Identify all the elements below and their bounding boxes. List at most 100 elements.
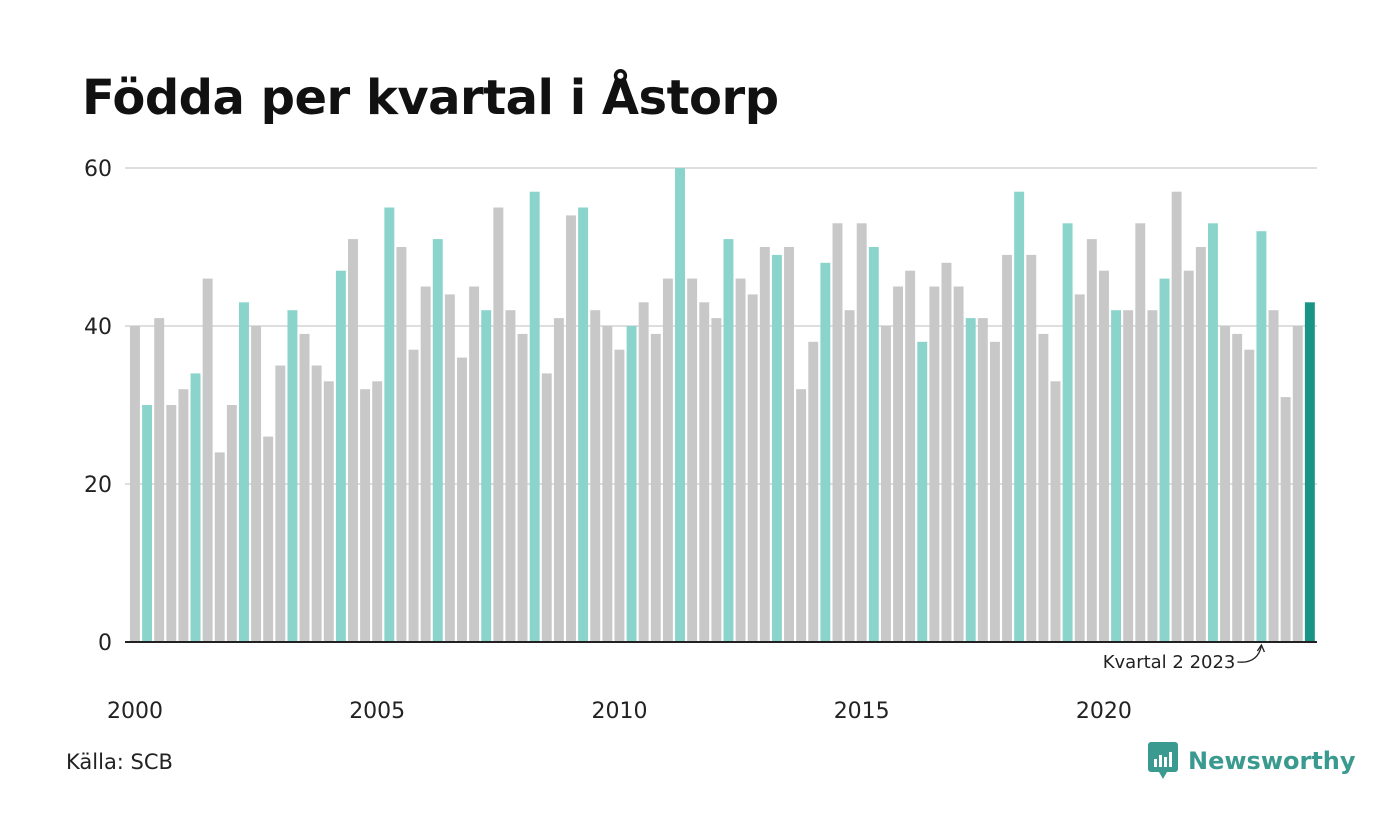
chart-title: Födda per kvartal i Åstorp: [82, 70, 779, 126]
annotation-label: Kvartal 2 2023: [1103, 652, 1236, 673]
bar: [905, 270, 916, 642]
x-tick-label: 2015: [834, 699, 890, 724]
bar: [287, 310, 298, 642]
bar: [723, 239, 734, 642]
bar: [699, 302, 710, 642]
bar: [553, 318, 564, 642]
x-tick-label: 2000: [107, 699, 163, 724]
bar: [190, 373, 201, 642]
bar: [1268, 310, 1279, 642]
bar: [457, 357, 467, 642]
brand-logo: Newsworthy: [1148, 742, 1356, 780]
bar: [275, 365, 286, 642]
bar: [311, 365, 322, 642]
bar: [1002, 254, 1013, 642]
bar: [505, 310, 516, 642]
bar: [566, 215, 576, 642]
chart-bubble-icon: [1148, 742, 1178, 779]
bar: [432, 239, 443, 642]
bar: [239, 302, 249, 642]
bar: [1111, 310, 1122, 642]
bar: [1050, 381, 1061, 642]
bar: [626, 326, 637, 642]
bar: [1014, 191, 1025, 642]
bar: [590, 310, 601, 642]
bar: [662, 278, 673, 642]
bar: [335, 270, 346, 642]
bar: [929, 286, 940, 642]
bar: [796, 389, 807, 642]
bar: [759, 247, 770, 642]
bar: [977, 318, 988, 642]
bar: [844, 310, 855, 642]
bar: [1207, 223, 1218, 643]
bar: [517, 333, 528, 642]
bar: [1256, 231, 1267, 642]
bar: [1171, 191, 1182, 642]
bar: [1195, 247, 1206, 642]
bar: [784, 247, 794, 642]
bar: [481, 310, 492, 642]
y-tick-label: 0: [98, 631, 112, 656]
bar: [130, 326, 140, 642]
bar: [202, 278, 213, 642]
bar: [687, 278, 698, 642]
bar: [166, 405, 177, 642]
bar: [856, 223, 867, 643]
source-note: Källa: SCB: [66, 750, 173, 774]
bar: [360, 389, 371, 642]
x-tick-label: 2010: [592, 699, 648, 724]
annotation: Kvartal 2 2023: [1103, 643, 1265, 673]
bar: [953, 286, 964, 642]
bar: [880, 326, 891, 642]
bar: [675, 168, 685, 642]
bar: [638, 302, 649, 642]
axes: 0 20 40 60 2000 2005 2010 2015 2020: [84, 157, 1317, 724]
bar: [529, 191, 540, 642]
bar: [965, 318, 976, 642]
bar: [384, 207, 395, 642]
bar: [832, 223, 843, 643]
x-tick-label: 2020: [1076, 699, 1132, 724]
x-tick-label: 2005: [349, 699, 405, 724]
bar: [941, 262, 952, 642]
bar: [444, 294, 455, 642]
bar: [1123, 310, 1134, 642]
annotation-arrowhead: [1256, 643, 1265, 653]
annotation-arrow: [1237, 645, 1263, 663]
bar: [1074, 294, 1085, 642]
bar: [1062, 223, 1073, 643]
bar: [1026, 254, 1037, 642]
bar: [1183, 270, 1194, 642]
bar: [178, 389, 189, 642]
bar: [614, 349, 625, 642]
bar: [420, 286, 431, 642]
bar: [154, 318, 165, 642]
bar: [893, 286, 903, 642]
bar: [650, 333, 661, 642]
bar: [1135, 223, 1146, 643]
bar: [1038, 333, 1049, 642]
bar: [299, 333, 310, 642]
bar: [348, 239, 358, 642]
bar: [602, 326, 613, 642]
bar: [868, 247, 879, 642]
brand-name: Newsworthy: [1188, 747, 1356, 775]
bar: [989, 341, 1000, 642]
bar: [1244, 349, 1255, 642]
bar: [214, 452, 225, 642]
bar: [1304, 302, 1315, 642]
bar: [263, 436, 274, 642]
bar: [226, 405, 237, 642]
bar: [1147, 310, 1158, 642]
bar: [396, 247, 407, 642]
bar: [711, 318, 722, 642]
bar: [771, 254, 782, 642]
bar: [820, 262, 831, 642]
bar: [808, 341, 819, 642]
bar: [469, 286, 480, 642]
bar: [1098, 270, 1109, 642]
bar: [408, 349, 419, 642]
bar: [1232, 333, 1243, 642]
bar: [251, 326, 262, 642]
